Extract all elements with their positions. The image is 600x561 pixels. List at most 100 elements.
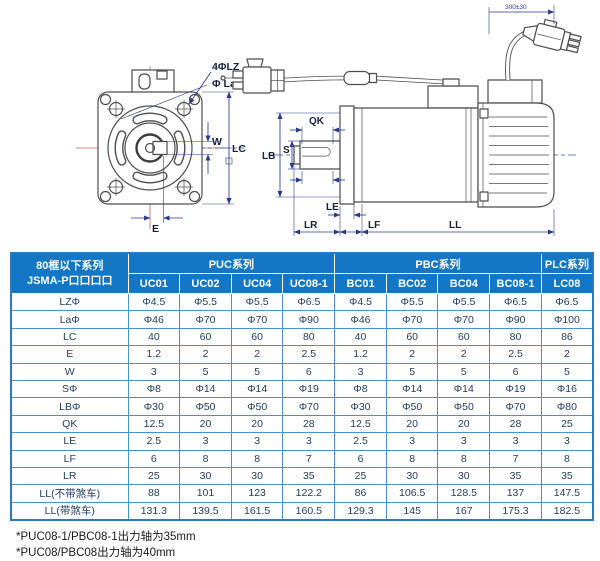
spec-cell: Φ8 bbox=[127, 379, 181, 399]
spec-cell: Φ90 bbox=[282, 310, 336, 329]
spec-cell: 20 bbox=[230, 414, 284, 434]
spec-table: 80框以下系列 JSMA-P口口口口 PUC系列 PBC系列 PLC系列 UC01 UC02… bbox=[10, 252, 594, 522]
row-label: QK bbox=[10, 414, 129, 434]
table-row: LL(不带煞车) 88 101 123 122.2 86 106.5 128.5 137 147.… bbox=[10, 484, 594, 503]
row-label: LL(带煞车) bbox=[10, 501, 129, 521]
spec-cell: 3 bbox=[489, 432, 542, 451]
spec-cell: Φ46 bbox=[334, 310, 387, 329]
spec-cell: 20 bbox=[385, 414, 439, 434]
spec-cell: 147.5 bbox=[540, 484, 594, 503]
row-label: SΦ bbox=[10, 379, 129, 399]
spec-cell: 139.5 bbox=[179, 501, 232, 521]
table-row: LBΦ Φ30 Φ50 Φ50 Φ70 Φ30 Φ50 Φ50 Φ70 Φ80 bbox=[10, 397, 594, 416]
spec-cell: 60 bbox=[385, 327, 439, 347]
spec-cell: Φ14 bbox=[437, 379, 491, 399]
spec-cell: 3 bbox=[179, 432, 232, 451]
spec-cell: 167 bbox=[437, 501, 491, 521]
spec-cell: Φ5.5 bbox=[385, 292, 439, 312]
spec-cell: 6 bbox=[282, 362, 336, 381]
spec-cell: 2 bbox=[230, 345, 284, 364]
spec-cell: 80 bbox=[489, 327, 542, 347]
spec-cell: 5 bbox=[540, 362, 594, 381]
footnotes: *PUC08-1/PBC08-1出力轴为35mm *PUC08/PBC08出力轴… bbox=[16, 529, 600, 561]
table-row: LC 40 60 60 80 40 60 60 80 86 bbox=[10, 327, 594, 347]
spec-cell: 8 bbox=[385, 449, 439, 468]
front-connector-housing bbox=[131, 69, 175, 92]
row-label: LF bbox=[10, 449, 129, 468]
spec-cell: 35 bbox=[540, 466, 594, 486]
spec-cell: 182.5 bbox=[540, 501, 594, 521]
column-header: BC08-1 bbox=[489, 273, 542, 294]
spec-cell: Φ5.5 bbox=[230, 292, 284, 312]
spec-cell: 7 bbox=[282, 449, 336, 468]
spec-cell: Φ19 bbox=[489, 379, 542, 399]
spec-cell: 161.5 bbox=[230, 501, 284, 521]
spec-cell: Φ14 bbox=[230, 379, 284, 399]
column-header: UC04 bbox=[230, 273, 284, 294]
spec-cell: 175.3 bbox=[489, 501, 542, 521]
spec-cell: 30 bbox=[437, 466, 491, 486]
spec-cell: Φ90 bbox=[489, 310, 542, 329]
table-corner-header: 80框以下系列 JSMA-P口口口口 bbox=[10, 252, 129, 294]
row-label: LBΦ bbox=[10, 397, 129, 416]
shaft-tip bbox=[293, 145, 301, 165]
spec-cell: Φ30 bbox=[127, 397, 181, 416]
row-label: LaΦ bbox=[10, 310, 129, 329]
spec-cell: 86 bbox=[334, 484, 387, 503]
spec-cell: Φ19 bbox=[282, 379, 336, 399]
label-ll: LL bbox=[449, 220, 461, 231]
column-header: UC01 bbox=[127, 273, 181, 294]
spec-cell: 28 bbox=[282, 414, 336, 434]
spec-cell: 12.5 bbox=[127, 414, 181, 434]
spec-cell: 88 bbox=[127, 484, 181, 503]
spec-cell: Φ50 bbox=[437, 397, 491, 416]
table-row: LL(带煞车) 131.3 139.5 161.5 160.5 129.3 145 167 17… bbox=[10, 501, 594, 521]
label-bolt-circle: Φ La bbox=[212, 78, 236, 90]
spec-cell: 3 bbox=[540, 432, 594, 451]
spec-cell: Φ70 bbox=[179, 310, 232, 329]
table-row: QK 12.5 20 20 28 12.5 20 20 28 25 bbox=[10, 414, 594, 434]
label-mounting-holes: 4ΦLZ bbox=[212, 61, 240, 73]
spec-cell: 30 bbox=[230, 466, 284, 486]
spec-cell: 3 bbox=[334, 362, 387, 381]
table-row: E 1.2 2 2 2.5 1.2 2 2 2.5 2 bbox=[10, 345, 594, 364]
spec-cell: 28 bbox=[489, 414, 542, 434]
spec-cell: Φ6.5 bbox=[282, 292, 336, 312]
spec-cell: 35 bbox=[489, 466, 542, 486]
column-header: BC01 bbox=[334, 273, 387, 294]
column-header: BC04 bbox=[437, 273, 491, 294]
spec-cell: 20 bbox=[179, 414, 232, 434]
spec-cell: 8 bbox=[437, 449, 491, 468]
spec-cell: 12.5 bbox=[334, 414, 387, 434]
spec-cell: 137 bbox=[489, 484, 542, 503]
label-cable-length: 300±30 bbox=[505, 4, 527, 11]
dimension-diagram: 4ΦLZ Φ La W LC E bbox=[76, 4, 582, 236]
row-label: W bbox=[10, 362, 129, 381]
label-lf: LF bbox=[368, 220, 380, 231]
spec-cell: 40 bbox=[334, 327, 387, 347]
spec-cell: 20 bbox=[437, 414, 491, 434]
row-label: LC bbox=[10, 327, 129, 347]
spec-cell: Φ70 bbox=[489, 397, 542, 416]
spec-cell: 2.5 bbox=[282, 345, 336, 364]
spec-cell: 60 bbox=[179, 327, 232, 347]
spec-cell: Φ50 bbox=[230, 397, 284, 416]
cooling-fins bbox=[489, 116, 549, 194]
series-group-header: PLC系列 bbox=[540, 252, 594, 274]
spec-cell: 160.5 bbox=[282, 501, 336, 521]
label-lc: LC bbox=[232, 143, 246, 155]
spec-cell: Φ5.5 bbox=[179, 292, 232, 312]
spec-cell: 30 bbox=[385, 466, 439, 486]
spec-cell: Φ14 bbox=[179, 379, 232, 399]
spec-cell: 2 bbox=[540, 345, 594, 364]
spec-cell: Φ70 bbox=[282, 397, 336, 416]
spec-cell: Φ6.5 bbox=[489, 292, 542, 312]
spec-cell: 8 bbox=[540, 449, 594, 468]
spec-cell: 3 bbox=[282, 432, 336, 451]
spec-cell: 25 bbox=[127, 466, 181, 486]
spec-cell: 2.5 bbox=[127, 432, 181, 451]
spec-cell: 60 bbox=[230, 327, 284, 347]
keyway bbox=[152, 140, 168, 156]
